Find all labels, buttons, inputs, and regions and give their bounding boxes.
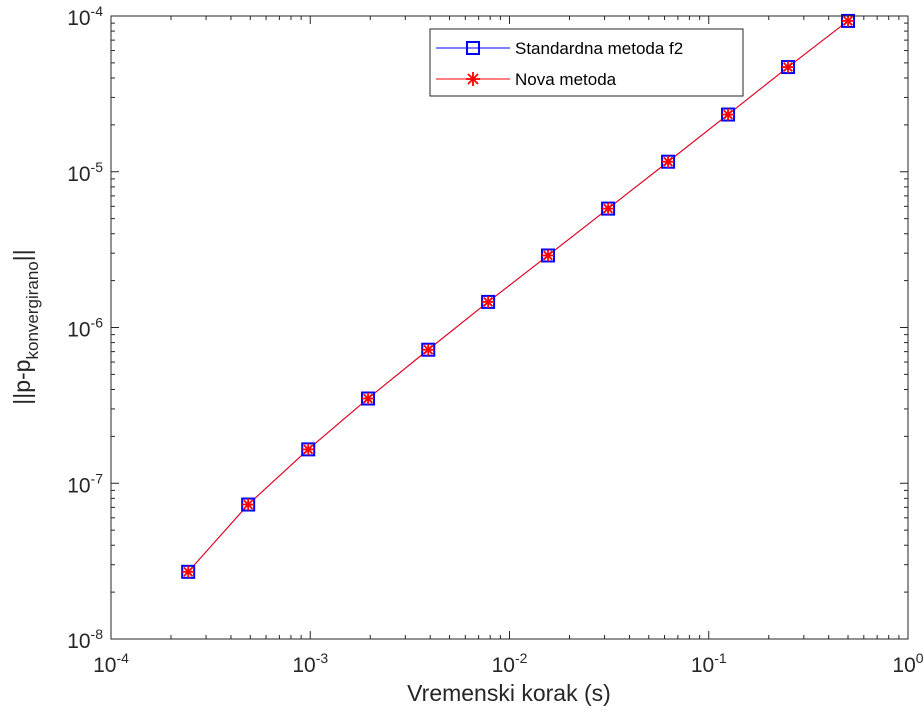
legend-marker-asterisk-icon <box>466 72 480 86</box>
data-point-asterisk <box>662 155 675 168</box>
data-point-asterisk <box>422 343 435 356</box>
series-lines <box>187 20 849 573</box>
data-point-asterisk <box>182 565 195 578</box>
asterisk-stroke <box>663 156 674 167</box>
asterisk-stroke <box>183 566 194 577</box>
data-point-asterisk <box>842 14 855 27</box>
x-tick-label: 10-3 <box>292 650 328 677</box>
plot-frame <box>110 15 909 640</box>
x-tick-label: 10-4 <box>93 650 129 677</box>
legend-label-standardna: Standardna metoda f2 <box>515 39 683 58</box>
ticks <box>110 16 908 640</box>
y-tick-label: 10-6 <box>67 315 103 342</box>
markers <box>181 13 856 579</box>
x-tick-label: 10-1 <box>691 650 727 677</box>
asterisk-stroke <box>783 62 793 73</box>
y-tick-label: 10-7 <box>67 470 103 497</box>
y-tick-labels: 10-8 10-7 10-6 10-5 10-4 <box>67 3 103 653</box>
x-axis-label: Vremenski korak (s) <box>407 680 611 706</box>
series-line-1 <box>187 20 849 573</box>
asterisk-stroke <box>603 203 614 214</box>
asterisk-stroke <box>423 344 434 355</box>
y-axis-label: ||p-pkonvergirano|| <box>9 249 42 404</box>
asterisk-stroke <box>723 109 733 120</box>
legend-marker-square-icon <box>466 41 480 55</box>
data-point-asterisk <box>602 202 615 215</box>
legend-label-nova: Nova metoda <box>515 70 617 89</box>
asterisk-stroke <box>363 393 373 404</box>
asterisk-stroke <box>543 250 553 261</box>
y-axis-label-end: || <box>9 249 35 261</box>
data-point-asterisk <box>362 392 375 405</box>
data-point-asterisk <box>541 249 554 262</box>
legend: Standardna metoda f2 Nova metoda <box>429 28 744 97</box>
data-point-asterisk <box>242 498 255 511</box>
data-point-asterisk <box>302 443 315 456</box>
y-tick-label: 10-5 <box>67 159 103 186</box>
y-tick-label: 10-4 <box>67 3 103 30</box>
x-tick-labels: 10-4 10-3 10-2 10-1 100 <box>93 650 924 677</box>
asterisk-stroke <box>843 15 853 26</box>
y-axis-label-main: ||p-p <box>9 360 35 405</box>
x-tick-label: 100 <box>892 650 923 677</box>
asterisk-stroke <box>303 444 314 455</box>
y-tick-label: 10-8 <box>67 626 103 653</box>
data-point-asterisk <box>482 295 495 308</box>
y-axis-label-subscript: konvergirano <box>23 261 42 359</box>
asterisk-stroke <box>483 296 494 307</box>
data-point-asterisk <box>722 108 735 121</box>
legend-box <box>429 28 744 97</box>
asterisk-stroke <box>243 499 254 510</box>
x-tick-label: 10-2 <box>492 650 528 677</box>
data-point-asterisk <box>782 61 795 74</box>
plot-area <box>111 16 908 639</box>
